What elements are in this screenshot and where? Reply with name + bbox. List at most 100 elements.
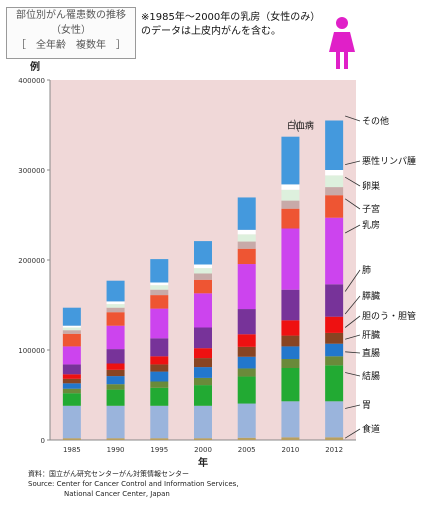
bar-segment (325, 284, 344, 317)
bar-segment (106, 438, 125, 440)
bar-segment (237, 334, 256, 347)
bar-segment (237, 248, 256, 265)
bar-segment (106, 280, 125, 302)
y-tick-label: 400000 (18, 77, 45, 85)
series-label-leader (344, 269, 361, 292)
bar-segment (281, 346, 300, 359)
bar-segment (62, 438, 81, 440)
bar-segment (106, 363, 125, 370)
bar-segment (194, 268, 212, 274)
series-label: 子宮 (362, 203, 380, 215)
series-label-leader (344, 428, 361, 439)
series-label: 卵巣 (362, 180, 380, 192)
bar-segment (281, 368, 300, 402)
bar-segment (106, 304, 125, 308)
bar-segment (150, 387, 169, 406)
bar-segment (150, 259, 169, 283)
chart-subtitle-sex: （女性） (51, 25, 91, 36)
bar-segment (106, 301, 125, 305)
series-label-top: 白血病 (287, 120, 314, 132)
bar-segment (106, 349, 125, 364)
y-tick-label: 0 (41, 437, 45, 445)
x-tick-label: 2010 (282, 446, 300, 454)
bar-segment (237, 264, 256, 310)
bar-segment (237, 234, 256, 242)
bar-segment (281, 289, 300, 321)
bar-segment (325, 365, 344, 402)
bar-segment (150, 371, 169, 382)
y-tick-label: 300000 (18, 167, 45, 175)
bar-segment (106, 389, 125, 406)
bar-segment (150, 338, 169, 357)
bar-segment (150, 282, 169, 286)
bar-segment (194, 264, 212, 269)
bar-segment (150, 295, 169, 309)
bar-segment (62, 307, 81, 326)
bar-segment (194, 358, 212, 368)
series-label-leader (344, 198, 361, 210)
bar-segment (150, 364, 169, 372)
y-tick-label: 100000 (18, 347, 45, 355)
bar-segment (62, 364, 81, 375)
series-label-leader (344, 224, 361, 234)
bar-segment (281, 320, 300, 336)
bar-segment (237, 356, 256, 369)
bar-segment (194, 293, 212, 328)
chart-subtitle-age: ［ 全年齢 複数年 ］ (16, 40, 126, 51)
bar-segment (237, 197, 256, 230)
bar-segment (194, 327, 212, 349)
bar-segment (194, 438, 212, 440)
series-label: 肝臓 (362, 330, 380, 341)
series-label-leader (345, 351, 361, 354)
bar-segment (281, 189, 300, 201)
bar-segment (281, 200, 300, 209)
bar-segment (106, 376, 125, 385)
series-label-top-leader (294, 119, 299, 132)
bar-segment (62, 346, 81, 365)
bar-segment (281, 359, 300, 368)
bar-segment (62, 388, 81, 394)
series-label: 胆のう・胆管 (362, 310, 416, 322)
series-label-leader (345, 372, 361, 377)
bar-segment (194, 348, 212, 359)
x-tick-label: 2000 (194, 446, 212, 454)
bar-segment (194, 279, 212, 294)
bar-segment (237, 437, 256, 440)
bar-segment (62, 393, 81, 406)
bar-segment (281, 208, 300, 229)
bar-segment (237, 241, 256, 249)
x-axis-label: 年 (198, 456, 208, 469)
series-label-leader (345, 160, 361, 165)
bar-segment (194, 273, 212, 280)
bar-segment (281, 401, 300, 438)
bar-segment (62, 374, 81, 379)
x-tick-label: 1990 (107, 446, 125, 454)
bar-segment (325, 170, 344, 176)
series-label-leader (344, 315, 361, 328)
bar-segment (106, 405, 125, 439)
bar-segment (62, 333, 81, 347)
bar-segment (106, 307, 125, 313)
bar-segment (281, 437, 300, 440)
bar-segment (150, 285, 169, 290)
y-axis-label: 例 (30, 60, 40, 73)
x-tick-label: 2012 (325, 446, 343, 454)
chart-title: 部位別がん罹患数の推移 (16, 10, 126, 21)
x-tick-label: 2005 (238, 446, 256, 454)
series-label: その他 (362, 115, 389, 127)
source-line-ja: 資料：国立がん研究センターがん対策情報センター (28, 470, 189, 478)
bar-segment (237, 376, 256, 404)
bar-segment (150, 308, 169, 339)
series-label-leader (345, 404, 361, 409)
bar-segment (194, 405, 212, 439)
bar-segment (325, 175, 344, 188)
bar-segment (237, 346, 256, 357)
bar-segment (194, 241, 212, 265)
chart-title-box: 部位別がん罹患数の推移 （女性） ［ 全年齢 複数年 ］ (6, 7, 136, 59)
bar-segment (281, 136, 300, 185)
bar-segment (62, 405, 81, 439)
bar-segment (150, 289, 169, 296)
bar-segment (62, 325, 81, 328)
bar-segment (325, 316, 344, 333)
series-label: 直腸 (362, 347, 380, 359)
